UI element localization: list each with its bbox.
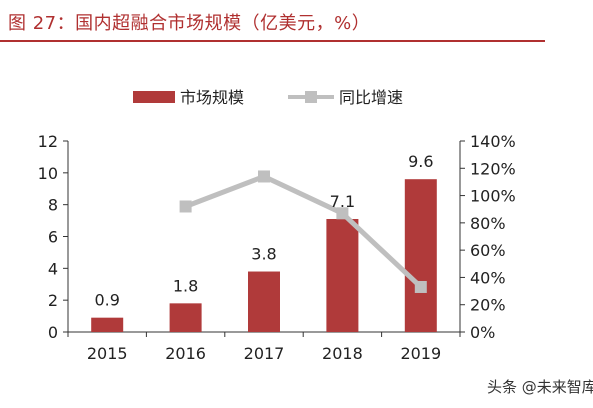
y-right-tick-label: 40%: [470, 268, 506, 287]
legend-label-bar: 市场规模: [180, 88, 244, 107]
y-right-tick-label: 20%: [470, 296, 506, 315]
bar: [326, 218, 359, 332]
y-left-tick-label: 12: [38, 132, 58, 151]
legend-swatch-bar: [133, 91, 175, 103]
bar: [404, 179, 437, 332]
bar-data-label: 9.6: [408, 152, 433, 171]
line-point: [258, 170, 270, 183]
bar-data-label: 1.8: [173, 276, 198, 295]
bar: [91, 317, 124, 332]
x-tick-label: 2019: [400, 344, 441, 363]
y-left-tick-label: 10: [38, 164, 58, 183]
bar-data-label: 3.8: [251, 245, 276, 264]
bar-data-label: 0.9: [94, 291, 119, 310]
y-left-tick-label: 0: [48, 323, 58, 342]
x-tick-label: 2015: [87, 344, 128, 363]
bar: [169, 303, 202, 332]
y-left-tick-label: 2: [48, 291, 58, 310]
legend-swatch-marker: [305, 91, 317, 103]
y-right-tick-label: 100%: [470, 187, 516, 206]
y-right-tick-label: 120%: [470, 159, 516, 178]
watermark: 头条 @未来智库: [487, 378, 593, 396]
y-left-tick-label: 4: [48, 259, 58, 278]
line-point: [414, 280, 427, 293]
chart-title: 图 27：国内超融合市场规模（亿美元，%）: [8, 13, 371, 34]
title-divider: [0, 40, 545, 42]
x-tick-label: 2017: [244, 344, 285, 363]
legend-label-line: 同比增速: [339, 88, 403, 107]
y-right-tick-label: 0%: [470, 323, 495, 342]
y-right-tick-label: 140%: [470, 132, 516, 151]
x-tick-label: 2016: [165, 344, 206, 363]
y-right-tick-label: 80%: [470, 214, 506, 233]
growth-line: [184, 173, 423, 289]
bar-data-label: 7.1: [330, 192, 355, 211]
bar: [248, 271, 280, 332]
line-point: [336, 207, 349, 220]
x-tick-label: 2018: [322, 344, 363, 363]
y-left-tick-label: 8: [48, 196, 58, 215]
title-area: 图 27：国内超融合市场规模（亿美元，%）: [0, 0, 593, 46]
line-point: [179, 200, 192, 213]
y-left-tick-label: 6: [48, 228, 58, 247]
y-right-tick-label: 60%: [470, 241, 506, 260]
